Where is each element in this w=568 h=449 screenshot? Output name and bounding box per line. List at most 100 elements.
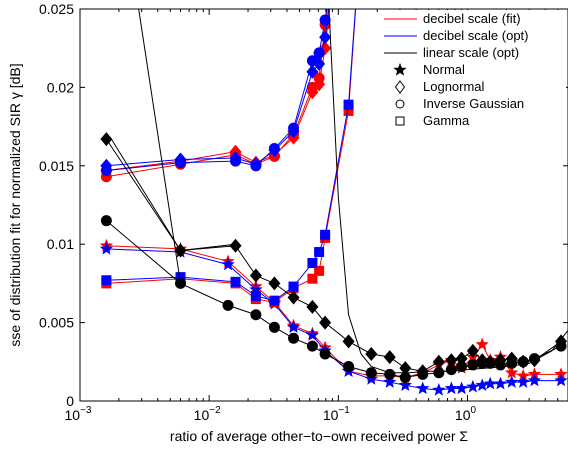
data-point [230,155,242,167]
legend-entry: Inverse Gaussian [395,96,524,111]
legend-entry: Normal [393,62,465,77]
series-layer [99,9,568,396]
y-tick-label: 0.005 [39,315,74,331]
data-point [399,371,411,383]
data-point [483,376,497,390]
legend-entry: Lognormal [394,79,485,94]
data-point [288,122,300,134]
series-line [138,9,182,284]
data-point [433,367,445,379]
data-point [249,282,263,296]
data-point [268,143,280,155]
data-point [305,328,320,341]
data-point [313,72,325,84]
y-axis-label: sse of distribution fit for normalized S… [7,63,23,346]
data-point [484,357,496,369]
data-point [432,354,445,369]
data-point [306,55,318,67]
y-tick-label: 0.02 [47,79,74,95]
data-point [364,372,378,385]
series-7 [101,9,356,306]
data-point [416,381,430,395]
data-point [505,365,519,379]
data-point [100,165,112,177]
data-point [527,373,542,387]
data-point [365,367,377,379]
data-point [445,353,458,368]
data-point [517,356,529,368]
series-11 [138,9,182,284]
data-point [343,99,354,110]
data-point [222,299,234,311]
data-point [288,332,300,344]
legend-label: Inverse Gaussian [423,96,524,111]
y-tick-label: 0 [66,393,74,409]
legend-label: Gamma [423,113,470,128]
legend-label: decibel scale (opt) [423,28,529,43]
legend-label: decibel scale (fit) [423,11,521,26]
data-point [319,14,331,26]
legend-entry: decibel scale (opt) [384,28,529,43]
data-point [493,376,508,390]
legend-marker [395,99,405,109]
data-point [432,383,446,396]
y-tick-label: 0.015 [39,158,74,174]
data-point [555,340,567,352]
data-point [99,241,114,255]
data-point [174,243,187,258]
data-point [343,361,355,373]
data-point [307,273,318,284]
data-point [383,375,397,388]
data-point [175,272,186,283]
data-point [306,340,318,352]
data-point [101,275,112,286]
series-line [328,9,568,374]
data-point [314,247,325,258]
data-point [269,295,280,306]
data-point [445,364,457,376]
data-point [516,375,530,388]
legend-entry: linear scale (opt) [384,45,519,60]
data-point [384,368,396,380]
data-point [399,361,412,376]
data-point [467,359,479,371]
x-axis-label: ratio of average other−to−own received p… [170,428,469,444]
plot-frame [79,8,568,402]
legend-label: linear scale (opt) [423,45,519,60]
data-point [288,281,299,292]
legend-marker [395,116,405,126]
data-point [249,268,262,283]
data-point [319,315,332,330]
data-point [100,132,113,147]
data-point [506,357,518,369]
legend: decibel scale (fit) decibel scale (opt) li… [379,10,566,138]
data-point [398,378,412,391]
data-point [417,368,429,380]
data-point [250,309,262,321]
data-point [319,348,331,360]
data-point [307,258,318,269]
y-tick-label: 0.01 [47,236,74,252]
data-point [320,229,331,240]
data-point [475,378,489,391]
series-12 [328,9,568,374]
data-point [229,238,242,253]
legend-marker [394,80,406,94]
legend-box [379,10,566,138]
legend-marker [393,63,407,76]
data-point [313,47,325,59]
legend-label: Normal [423,62,465,77]
series-3 [100,9,331,177]
data-point [494,359,506,371]
data-point [475,337,489,351]
data-point [466,379,480,393]
data-point [100,215,112,227]
data-point [466,343,479,358]
legend-label: Lognormal [423,79,485,94]
data-point [454,381,469,395]
y-tick-label: 0.025 [39,1,74,17]
data-point [250,160,262,172]
data-point [287,290,300,305]
data-point [230,276,241,287]
